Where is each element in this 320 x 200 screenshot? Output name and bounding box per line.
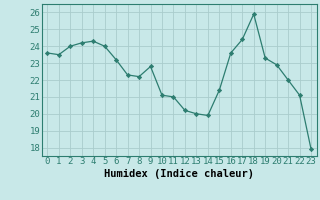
X-axis label: Humidex (Indice chaleur): Humidex (Indice chaleur) bbox=[104, 169, 254, 179]
